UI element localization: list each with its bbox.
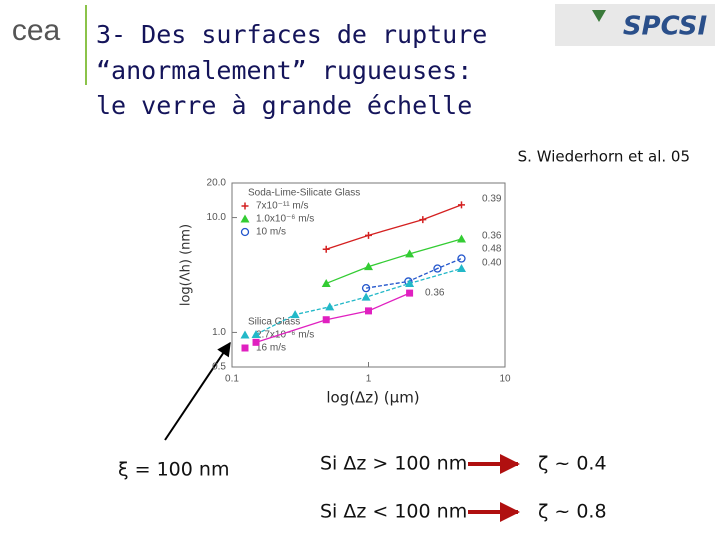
rule-result: ζ ~ 0.8 xyxy=(538,501,607,523)
title-line: “anormalement” rugueuses: xyxy=(96,56,472,85)
x-tick-label: 0.1 xyxy=(225,374,239,385)
exponent-label: 0.40 xyxy=(482,258,502,269)
title-line: le verre à grande échelle xyxy=(96,91,472,120)
exponent-label: 0.39 xyxy=(482,194,502,205)
y-tick-label: 10.0 xyxy=(207,212,227,223)
legend-label: 16 m/s xyxy=(256,343,286,354)
point xyxy=(364,262,373,271)
legend-label: 10 m/s xyxy=(256,227,286,238)
point xyxy=(252,338,260,346)
exponent-label: 0.36 xyxy=(482,231,502,242)
point xyxy=(241,344,249,352)
point xyxy=(322,245,330,253)
fit-line xyxy=(255,292,410,343)
y-axis-label: log(Λh) (nm) xyxy=(179,224,194,306)
point xyxy=(365,231,372,239)
fit-line xyxy=(365,257,462,289)
point xyxy=(405,278,415,287)
y-tick-label: 0.5 xyxy=(212,362,226,373)
point xyxy=(322,316,330,324)
point xyxy=(365,307,372,315)
point xyxy=(240,227,250,237)
fit-line xyxy=(325,238,462,285)
fit-line xyxy=(255,267,462,336)
point xyxy=(240,330,250,339)
point xyxy=(456,264,466,273)
rule-condition: Si Δz < 100 nm xyxy=(320,501,467,523)
point xyxy=(241,202,249,210)
point xyxy=(361,283,371,293)
logo-right: SPCSI xyxy=(623,12,708,42)
x-tick-label: 1 xyxy=(366,374,372,385)
point xyxy=(321,278,331,287)
point xyxy=(419,216,427,224)
point xyxy=(457,201,465,209)
logo-box xyxy=(555,4,715,46)
point xyxy=(290,310,300,319)
legend-group: Silica Glass xyxy=(248,317,300,328)
exponent-label: 0.36 xyxy=(425,288,445,299)
point xyxy=(361,292,371,301)
point xyxy=(433,264,442,273)
point xyxy=(406,289,414,297)
rule-condition: Si Δz > 100 nm xyxy=(320,453,467,475)
y-tick-label: 1.0 xyxy=(212,327,226,338)
exponent-label: 0.48 xyxy=(482,244,502,255)
legend-group: Soda-Lime-Silicate Glass xyxy=(248,188,360,199)
legend-label: 7x10⁻¹¹ m/s xyxy=(256,201,309,212)
x-tick-label: 10 xyxy=(499,374,511,385)
xi-label: ξ = 100 nm xyxy=(118,459,229,481)
point xyxy=(325,302,335,311)
reference: S. Wiederhorn et al. 05 xyxy=(518,148,690,166)
fit-line xyxy=(326,204,462,250)
point xyxy=(251,329,261,338)
logo-icon xyxy=(592,10,606,22)
point xyxy=(457,254,466,263)
legend-label: 2.7x10⁻⁶ m/s xyxy=(256,330,314,341)
y-tick-label: 20.0 xyxy=(207,178,227,189)
legend-label: 1.0x10⁻⁶ m/s xyxy=(256,214,314,225)
x-axis-label: log(Δz) (µm) xyxy=(326,389,419,407)
logo-left: cea xyxy=(12,14,61,47)
point xyxy=(456,234,466,243)
pointer-arrow xyxy=(164,341,231,441)
title-line: 3- Des surfaces de rupture xyxy=(96,20,487,49)
point xyxy=(405,249,415,258)
point xyxy=(240,214,250,223)
rule-result: ζ ~ 0.4 xyxy=(538,453,607,475)
